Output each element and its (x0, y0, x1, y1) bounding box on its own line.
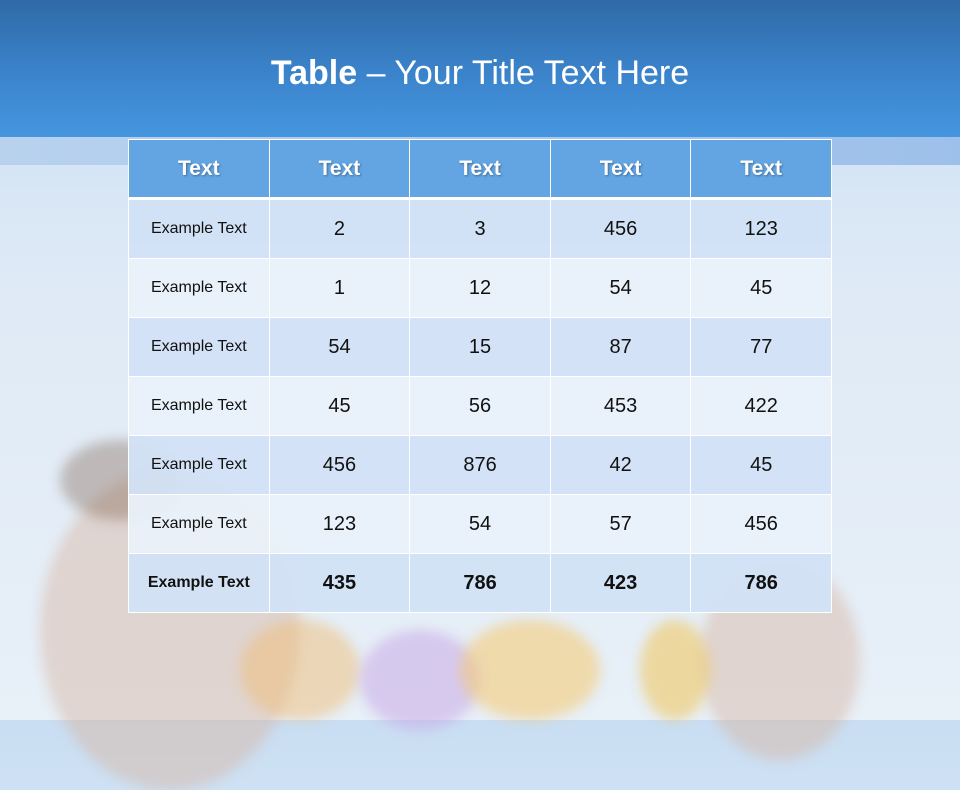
table-cell: 42 (549, 435, 692, 495)
total-row: Example Text 435 786 423 786 (128, 553, 832, 613)
row-label: Example Text (128, 198, 270, 259)
title-banner (0, 0, 960, 137)
table-cell: 456 (690, 494, 832, 554)
table-cell: 786 (690, 553, 832, 613)
table-cell: 45 (268, 376, 411, 436)
table-cell: 423 (549, 553, 692, 613)
table-row: Example Text 456 876 42 45 (128, 435, 832, 495)
table-row: Example Text 123 54 57 456 (128, 494, 832, 554)
column-header: Text (128, 139, 270, 200)
table-cell: 12 (409, 258, 551, 318)
table-row: Example Text 1 12 54 45 (128, 258, 832, 318)
table-cell: 456 (268, 435, 411, 495)
header-row: Text Text Text Text Text (128, 139, 832, 200)
title-bold: Table (270, 54, 358, 92)
table-cell: 45 (690, 435, 832, 495)
row-label: Example Text (128, 494, 270, 554)
table-row: Example Text 2 3 456 123 (128, 198, 832, 259)
table-cell: 54 (549, 258, 692, 318)
row-label: Example Text (128, 553, 270, 613)
table-cell: 422 (690, 376, 832, 436)
column-header: Text (409, 139, 551, 200)
row-label: Example Text (128, 317, 270, 377)
row-label: Example Text (128, 258, 270, 318)
column-header: Text (268, 139, 411, 200)
slide-title: Table – Your Title Text Here (0, 54, 960, 93)
table-row: Example Text 54 15 87 77 (128, 317, 832, 377)
table-cell: 1 (268, 258, 411, 318)
data-table: Text Text Text Text Text Example Text 2 3 456 12… (128, 139, 832, 613)
table-row: Example Text 45 56 453 422 (128, 376, 832, 436)
table-cell: 54 (268, 317, 411, 377)
table-cell: 123 (690, 198, 832, 259)
table-cell: 786 (409, 553, 551, 613)
table-cell: 77 (690, 317, 832, 377)
table-cell: 3 (409, 198, 551, 259)
table-cell: 15 (409, 317, 551, 377)
table-cell: 2 (268, 198, 411, 259)
row-label: Example Text (128, 435, 270, 495)
column-header: Text (690, 139, 832, 200)
table-cell: 54 (409, 494, 551, 554)
column-header: Text (549, 139, 692, 200)
table-cell: 56 (409, 376, 551, 436)
table-cell: 57 (549, 494, 692, 554)
table-cell: 435 (268, 553, 411, 613)
table-cell: 453 (549, 376, 692, 436)
table-cell: 456 (549, 198, 692, 259)
table-cell: 87 (549, 317, 692, 377)
title-rest: – Your Title Text Here (357, 54, 690, 92)
table-cell: 123 (268, 494, 411, 554)
table-cell: 876 (409, 435, 551, 495)
table-cell: 45 (690, 258, 832, 318)
row-label: Example Text (128, 376, 270, 436)
